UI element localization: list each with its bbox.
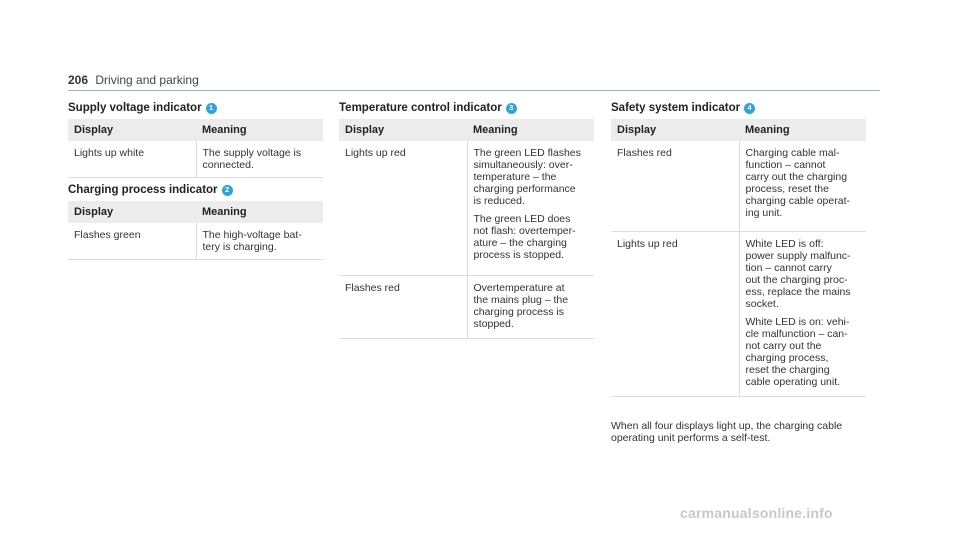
watermark: carmanualsonline.info [680, 505, 833, 521]
table-row: Lights up white The supply voltage is co… [68, 141, 323, 178]
safety-system-table: Display Meaning Flashes red Charging cab… [611, 119, 866, 397]
meaning-header: Meaning [196, 119, 323, 141]
display-cell: Flashes red [339, 275, 468, 339]
supply-voltage-table: Display Meaning Lights up white The supp… [68, 119, 323, 178]
meaning-cell: Overtemperature at the mains plug – the … [467, 275, 594, 339]
table-header-row: Display Meaning [339, 119, 594, 141]
temperature-control-title: Temperature control indicator 3 [339, 102, 517, 114]
safety-system-title: Safety system indicator 4 [611, 102, 756, 114]
badge-3: 3 [505, 102, 517, 114]
display-header: Display [611, 119, 739, 141]
section-title-text: Supply voltage indicator [68, 102, 202, 114]
supply-voltage-title: Supply voltage indicator 1 [68, 102, 217, 114]
display-header: Display [68, 201, 196, 223]
section-title-text: Temperature control indicator [339, 102, 502, 114]
section-title-text: Safety system indicator [611, 102, 741, 114]
table-row: Lights up red White LED is off: power su… [611, 231, 866, 397]
self-test-note: When all four displays light up, the cha… [611, 420, 843, 444]
display-cell: Lights up red [339, 141, 468, 276]
table-row: Lights up red The green LED flashes simu… [339, 141, 594, 276]
meaning-header: Meaning [196, 201, 323, 223]
section-title-text: Charging process indicator [68, 184, 218, 196]
display-header: Display [68, 119, 196, 141]
meaning-cell: The supply voltage is connected. [196, 141, 323, 178]
meaning-header: Meaning [467, 119, 594, 141]
badge-4: 4 [744, 102, 756, 114]
meaning-cell: White LED is off: power supply malfunc- … [739, 231, 866, 397]
table-row: Flashes red Overtemperature at the mains… [339, 275, 594, 339]
meaning-header: Meaning [739, 119, 866, 141]
meaning-cell: The green LED flashes simultaneously: ov… [467, 141, 594, 276]
charging-process-table: Display Meaning Flashes green The high-v… [68, 201, 323, 260]
table-header-row: Display Meaning [68, 201, 323, 223]
charging-process-title: Charging process indicator 2 [68, 184, 233, 196]
display-cell: Lights up white [68, 141, 197, 178]
table-row: Flashes green The high-voltage bat- tery… [68, 223, 323, 260]
badge-1: 1 [205, 102, 217, 114]
page-number: 206 [68, 73, 89, 87]
table-row: Flashes red Charging cable mal- function… [611, 141, 866, 232]
meaning-cell: Charging cable mal- function – cannot ca… [739, 141, 866, 232]
display-cell: Flashes green [68, 223, 197, 260]
badge-2: 2 [221, 184, 233, 196]
display-cell: Flashes red [611, 141, 740, 232]
running-title: Driving and parking [95, 73, 199, 87]
table-header-row: Display Meaning [611, 119, 866, 141]
display-header: Display [339, 119, 467, 141]
display-cell: Lights up red [611, 231, 740, 397]
table-header-row: Display Meaning [68, 119, 323, 141]
meaning-cell: The high-voltage bat- tery is charging. [196, 223, 323, 260]
page-header: 206 Driving and parking [68, 73, 880, 91]
temperature-control-table: Display Meaning Lights up red The green … [339, 119, 594, 339]
